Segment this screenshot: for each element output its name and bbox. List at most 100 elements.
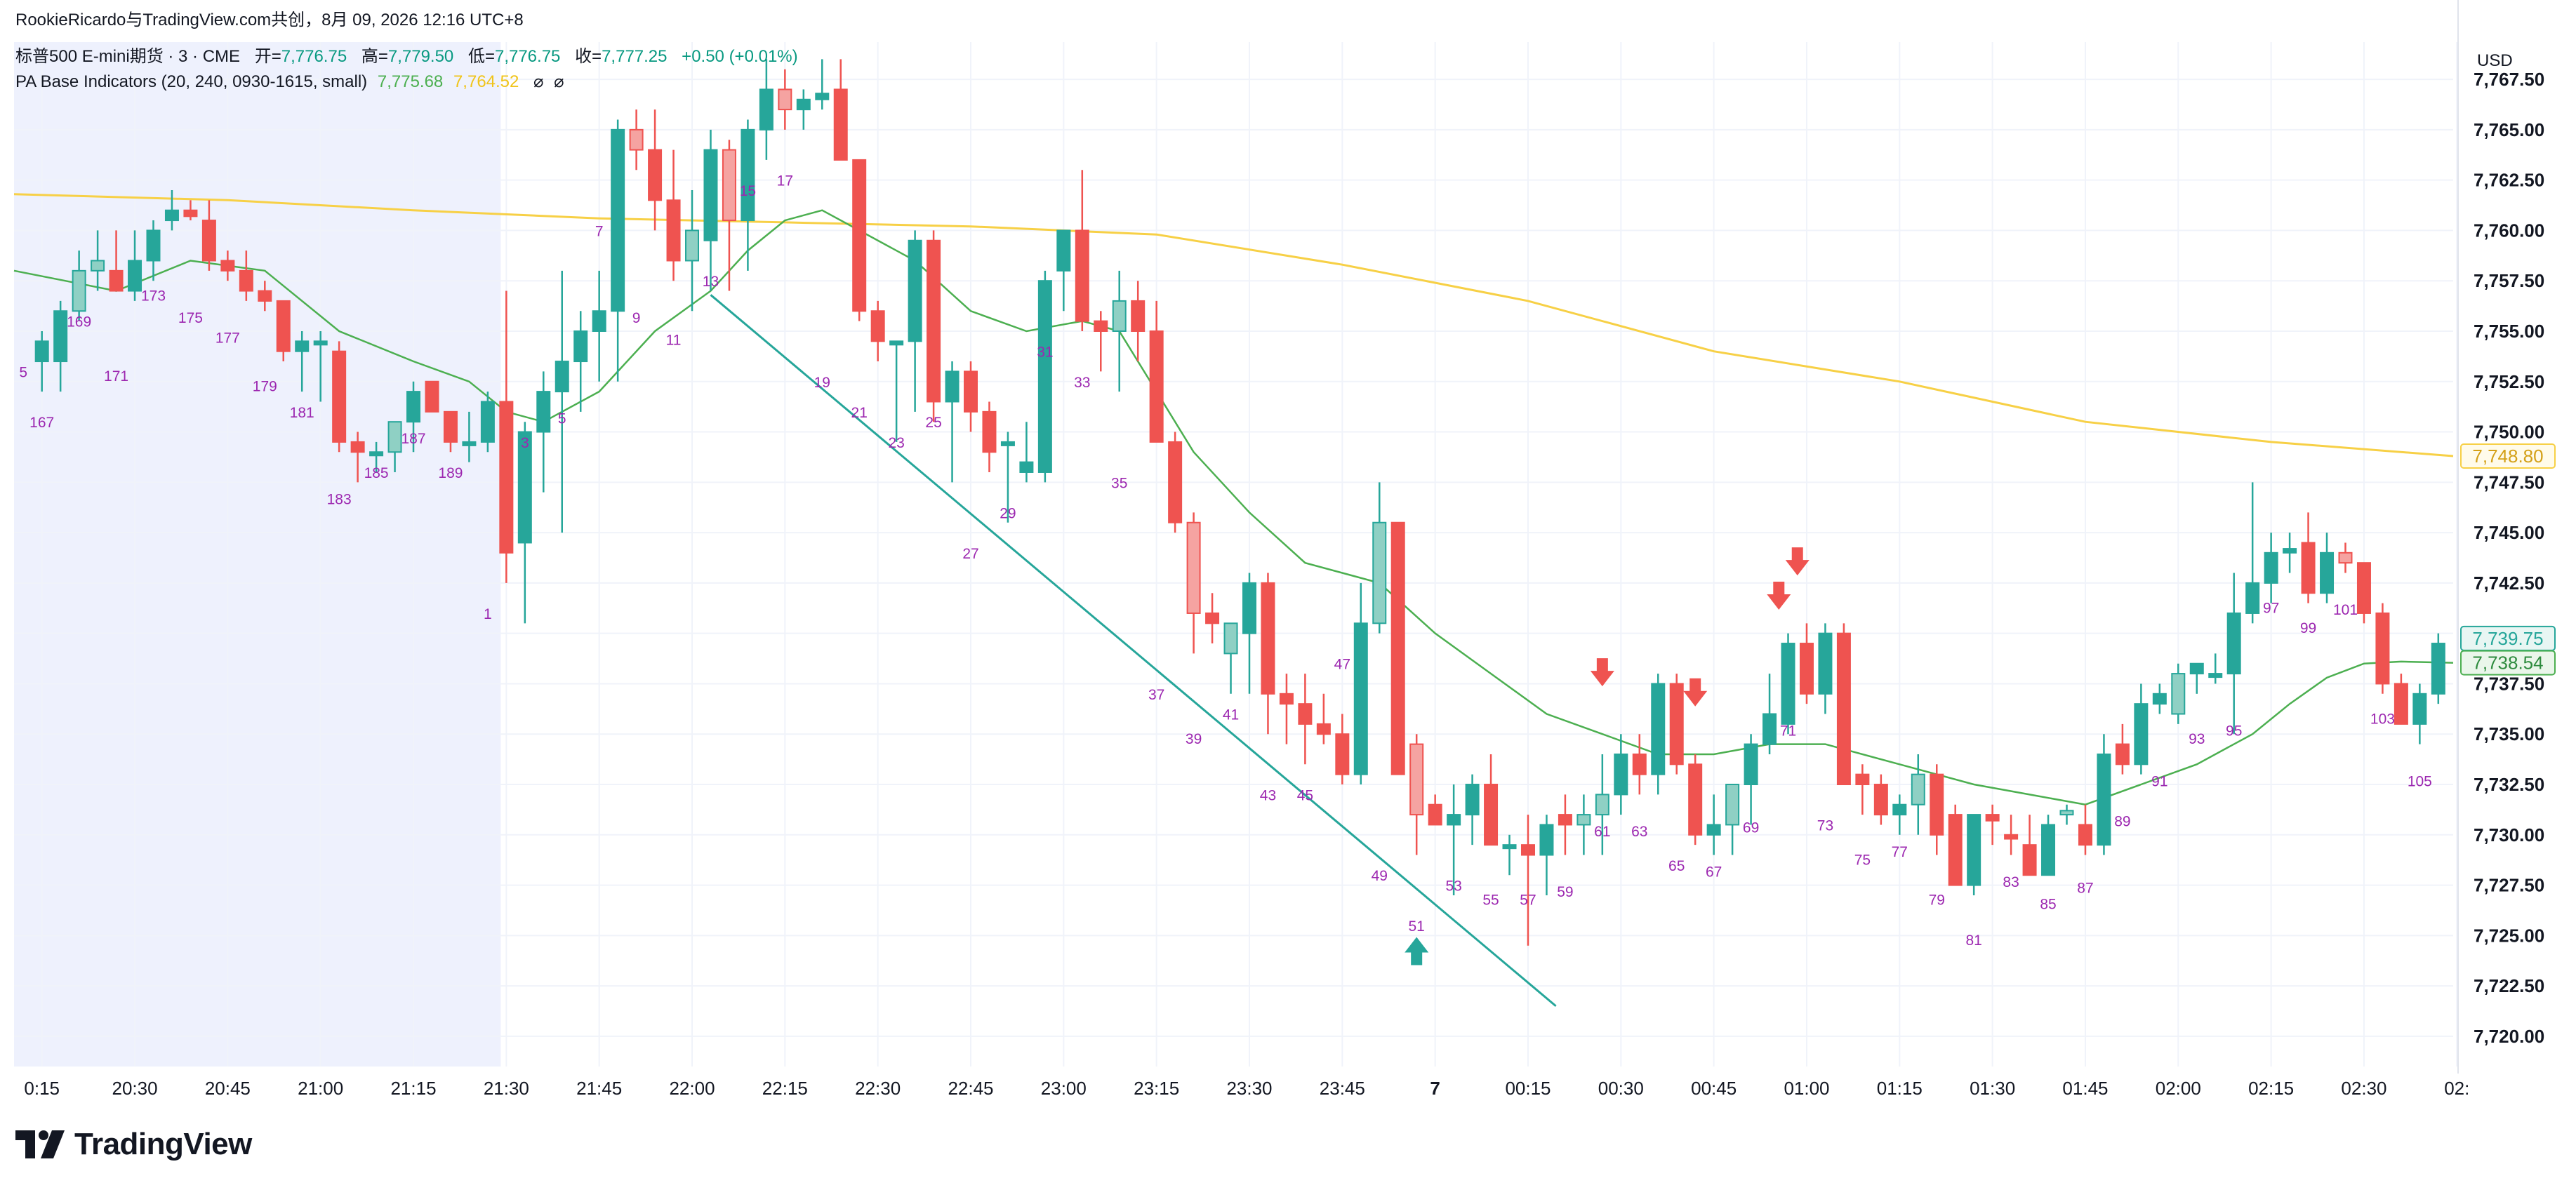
bar-number-label: 167: [29, 415, 54, 431]
indicator-legend[interactable]: PA Base Indicators (20, 240, 0930-1615, …: [15, 72, 564, 93]
x-tick-label: 0:15: [24, 1078, 60, 1099]
bar-number-label: 59: [1557, 884, 1573, 900]
candle-body: [1930, 773, 1944, 836]
bar-number-label: 69: [1743, 820, 1759, 836]
bar-number-label: 9: [632, 310, 641, 326]
sell-signal-arrow-icon: [1767, 581, 1791, 610]
candle-body: [1484, 784, 1499, 846]
sell-signal-arrow-icon: [1683, 678, 1708, 707]
candle-body: [1075, 229, 1089, 322]
tradingview-logo[interactable]: TradingView: [15, 1127, 252, 1162]
candle-body: [2431, 643, 2445, 695]
candle-body: [1502, 844, 1517, 850]
x-tick-label: 21:00: [298, 1078, 343, 1099]
candle-body: [815, 93, 830, 100]
candle-body: [964, 370, 978, 413]
y-tick-label: 7,737.50: [2474, 673, 2544, 694]
candle-body: [722, 149, 736, 222]
candle-body: [666, 199, 681, 262]
candle-body: [1261, 582, 1275, 695]
candle-body: [313, 340, 328, 346]
candle-body: [2004, 834, 2019, 840]
x-tick-label: 20:30: [112, 1078, 157, 1099]
candle-body: [201, 220, 216, 262]
bar-number-label: 189: [438, 465, 463, 481]
candle-body: [2375, 612, 2390, 685]
candle-body: [295, 340, 310, 352]
x-tick-label: 22:15: [762, 1078, 808, 1099]
y-tick-label: 7,757.50: [2474, 270, 2544, 291]
bar-number-label: 57: [1520, 893, 1536, 909]
candle-body: [592, 310, 606, 332]
candle-body: [2208, 673, 2223, 678]
candle-body: [1335, 733, 1350, 775]
candle-body: [2338, 551, 2353, 564]
bar-number-label: 101: [2333, 602, 2358, 618]
candle-body: [406, 391, 421, 423]
currency-label: USD: [2477, 51, 2513, 70]
y-tick-label: 7,722.50: [2474, 975, 2544, 996]
bar-number-label: 5: [19, 364, 27, 380]
candle-body: [1149, 330, 1164, 443]
candle-body: [1799, 643, 1814, 695]
close-label: 收=: [575, 47, 602, 66]
candle-body: [1019, 461, 1034, 473]
bar-number-label: 71: [1780, 723, 1796, 739]
candle-body: [1242, 582, 1256, 634]
y-tick-label: 7,735.00: [2474, 723, 2544, 744]
y-tick-label: 7,755.00: [2474, 321, 2544, 342]
indicator-value-short: 7,775.68: [377, 72, 444, 91]
candle-body: [164, 209, 179, 222]
bar-number-label: 183: [327, 491, 352, 507]
session-shade: [14, 42, 501, 1067]
bar-number-label: 93: [2189, 731, 2205, 747]
bar-number-label: 47: [1334, 657, 1350, 673]
x-tick-label: 00:45: [1691, 1078, 1737, 1099]
y-tick-label: 7,760.00: [2474, 220, 2544, 241]
x-tick-label: 22:00: [669, 1078, 715, 1099]
indicator-name[interactable]: PA Base Indicators (20, 240, 0930-1615, …: [15, 72, 368, 91]
candle-body: [870, 310, 885, 342]
bar-number-label: 35: [1111, 475, 1127, 491]
candle-body: [53, 310, 68, 363]
candle-body: [2394, 683, 2408, 725]
candle-body: [2097, 753, 2111, 846]
x-tick-label: 21:45: [576, 1078, 622, 1099]
low-label: 低=: [467, 47, 495, 66]
symbol-ohlc-line: 标普500 E-mini期货 · 3 · CME 开=7,776.75 高=7,…: [15, 46, 798, 67]
bar-number-label: 39: [1186, 731, 1202, 747]
candle-body: [1465, 784, 1480, 816]
ema-long-line: [13, 193, 2454, 457]
x-tick-label: 22:45: [948, 1078, 993, 1099]
candle-body: [387, 421, 402, 453]
x-tick-label: 02:30: [2341, 1078, 2386, 1099]
symbol-name[interactable]: 标普500 E-mini期货 · 3 · CME: [15, 47, 241, 66]
candle-body: [1688, 763, 1703, 836]
low-value: 7,776.75: [494, 47, 561, 66]
candle-body: [1094, 320, 1108, 332]
candle-body: [2320, 551, 2335, 594]
candle-body: [1762, 713, 1777, 745]
bar-number-label: 37: [1148, 687, 1164, 703]
bar-number-label: 33: [1074, 375, 1090, 391]
sell-signal-arrow-icon: [1590, 658, 1614, 687]
bar-number-label: 13: [703, 274, 719, 290]
candle-body: [1558, 814, 1572, 826]
candle-body: [72, 269, 86, 312]
y-tick-label: 7,767.50: [2474, 69, 2544, 90]
candle-body: [1781, 643, 1795, 725]
bar-number-label: 75: [1854, 852, 1871, 868]
bar-number-label: 99: [2300, 620, 2316, 636]
bar-number-label: 177: [215, 330, 240, 347]
bar-number-label: 169: [67, 314, 91, 330]
y-tick-label: 7,720.00: [2474, 1026, 2544, 1047]
y-tick-label: 7,750.00: [2474, 422, 2544, 443]
candle-body: [927, 239, 941, 403]
x-tick-label: 01:45: [2062, 1078, 2108, 1099]
bar-number-label: 83: [2003, 874, 2019, 890]
x-tick-label: 02:: [2444, 1078, 2469, 1099]
candle-body: [1651, 683, 1666, 775]
bar-number-label: 5: [558, 410, 566, 427]
candle-body: [889, 340, 904, 346]
